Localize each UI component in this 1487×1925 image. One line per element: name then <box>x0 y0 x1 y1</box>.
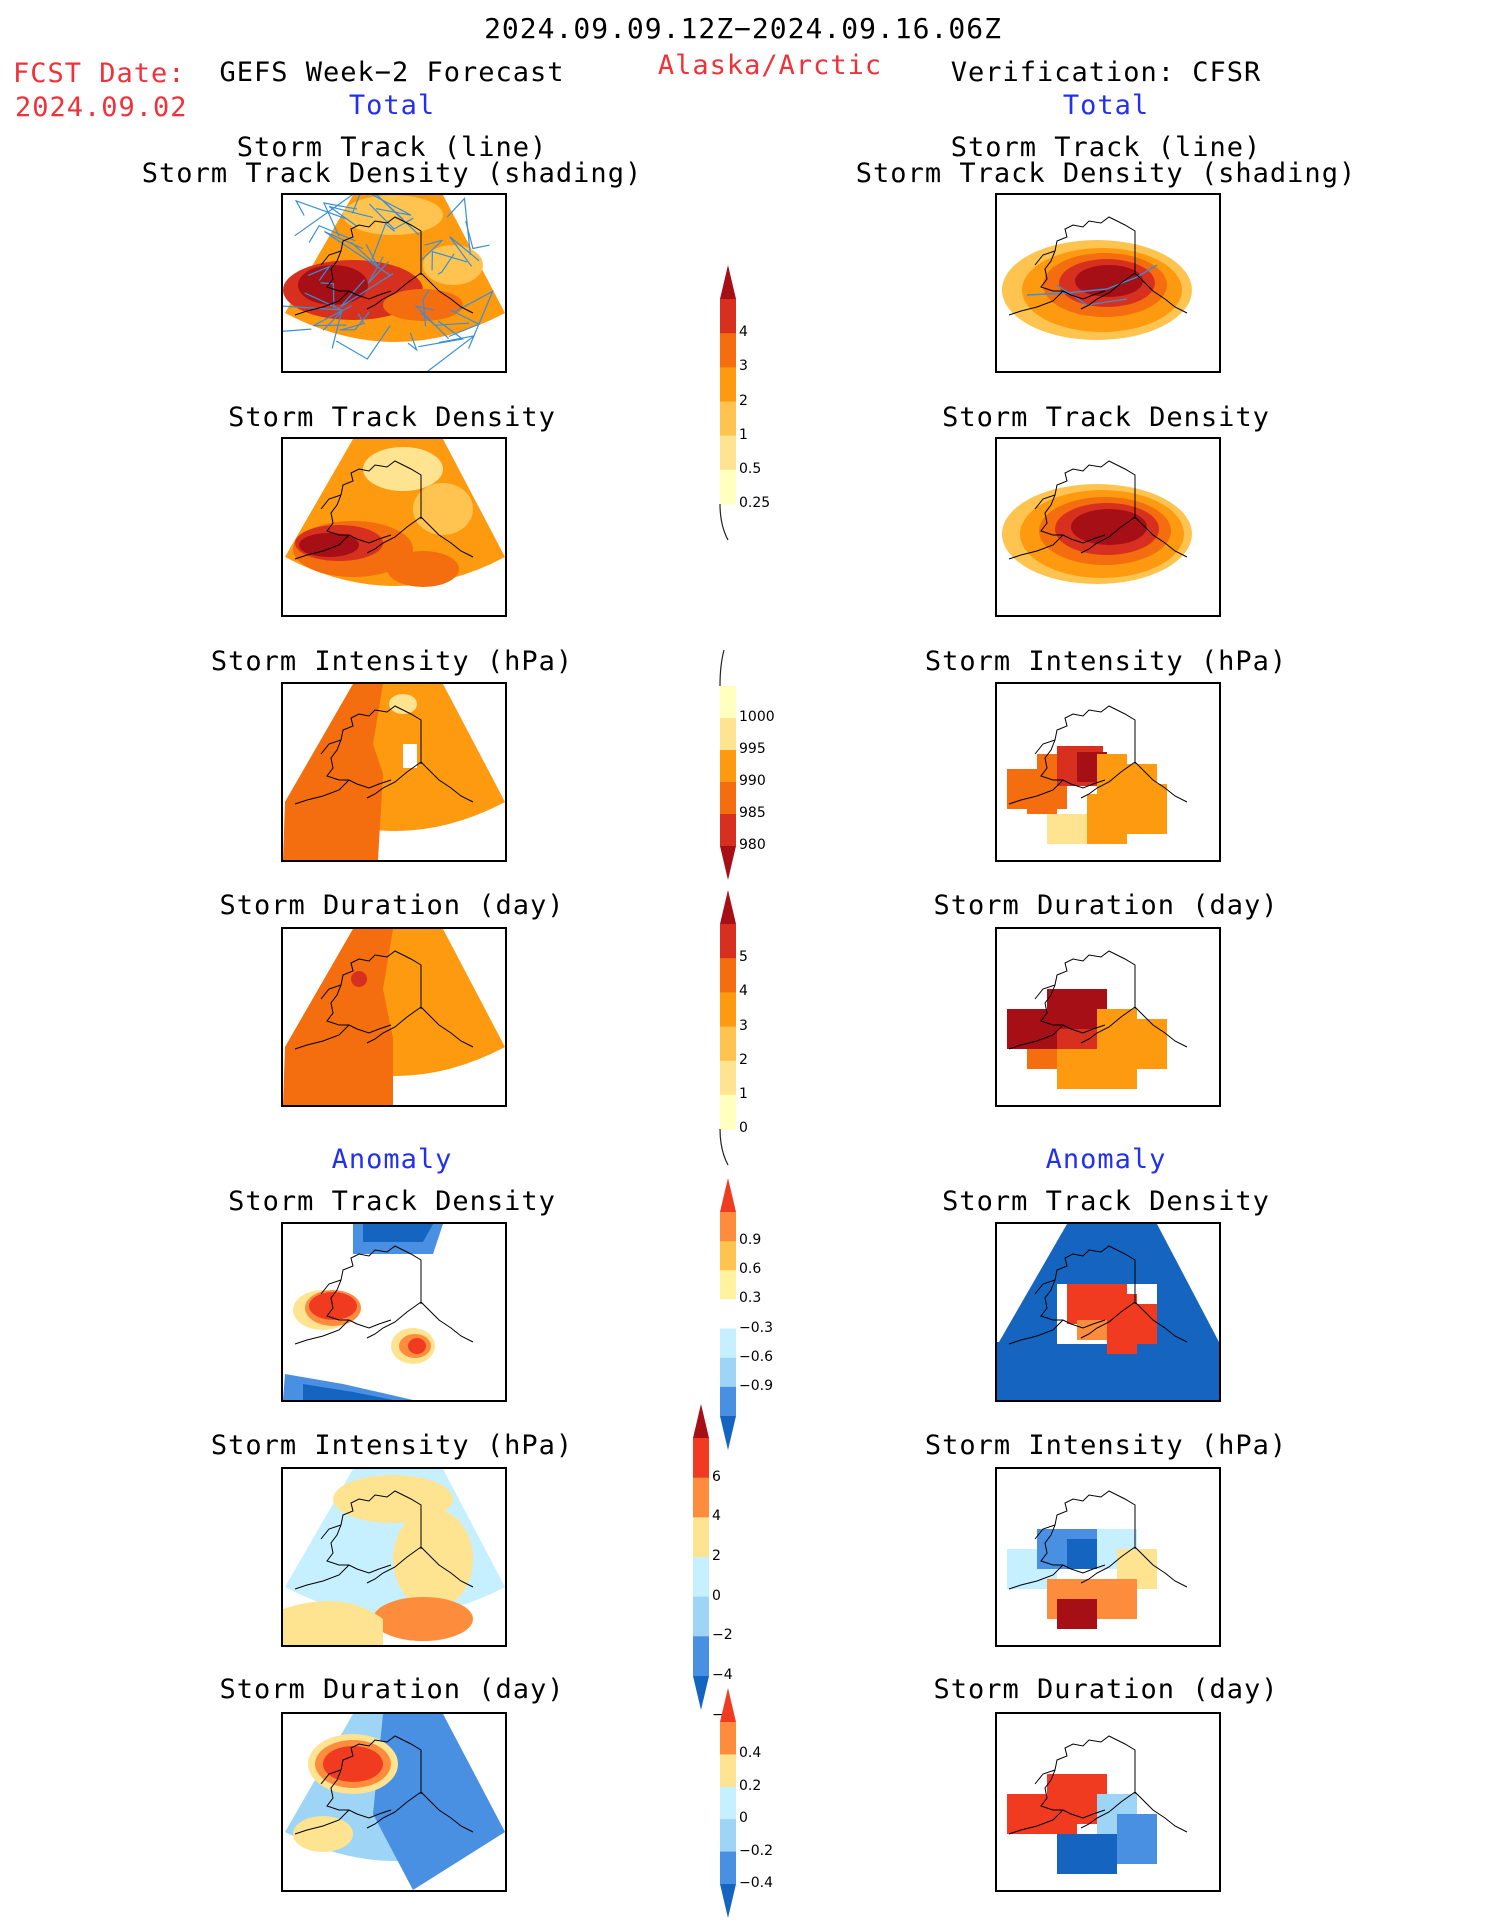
row3-title-right: Storm Intensity (hPa) <box>925 646 1287 677</box>
colorbar-tick-label: 0.3 <box>739 1290 761 1306</box>
forecast-title: GEFS Week−2 Forecast <box>219 57 564 88</box>
verification-title: Verification: CFSR <box>951 57 1262 88</box>
colorbar-tick-label: 985 <box>739 805 766 821</box>
map-obs-track <box>995 193 1221 373</box>
colorbar-tick-label: 0.6 <box>739 1261 761 1277</box>
colorbar-tick-label: 0 <box>739 1810 748 1826</box>
colorbar-tick-label: −2 <box>712 1627 733 1643</box>
colorbar-tick-label: −0.2 <box>739 1843 773 1859</box>
colorbar-tick-label: 995 <box>739 741 766 757</box>
colorbar-tick-label: 0.25 <box>739 495 770 511</box>
row7-title-right: Storm Duration (day) <box>933 1674 1278 1705</box>
map-fc-intensity <box>281 682 507 862</box>
colorbar-tick-label: 1 <box>739 1086 748 1102</box>
colorbar-tick-label: −0.4 <box>739 1875 773 1891</box>
colorbar-tick-label: −0.3 <box>739 1320 773 1336</box>
row7-title-left: Storm Duration (day) <box>219 1674 564 1705</box>
colorbar-tick-label: 3 <box>739 1018 748 1034</box>
row4-title-left: Storm Duration (day) <box>219 890 564 921</box>
map-fc-anom-duration <box>281 1712 507 1892</box>
colorbar-tick-label: 2 <box>712 1548 721 1564</box>
anomaly-label-right: Anomaly <box>1046 1144 1167 1175</box>
colorbar-tick-label: −4 <box>712 1667 733 1683</box>
map-obs-duration <box>995 927 1221 1107</box>
row2-title-left: Storm Track Density <box>228 402 556 433</box>
colorbar-tick-label: 0.5 <box>739 461 761 477</box>
fcst-date-value: 2024.09.02 <box>15 92 188 123</box>
row3-title-left: Storm Intensity (hPa) <box>211 646 573 677</box>
region-title: Alaska/Arctic <box>658 50 882 81</box>
colorbar-tick-label: −0.9 <box>739 1378 773 1394</box>
colorbar-tick-label: 2 <box>739 1052 748 1068</box>
fcst-date-label: FCST Date: <box>13 58 186 89</box>
colorbar-tick-label: 6 <box>712 1469 721 1485</box>
row2-title-right: Storm Track Density <box>942 402 1270 433</box>
colorbar-tick-label: 1 <box>739 427 748 443</box>
colorbar-tick-label: 4 <box>712 1508 721 1524</box>
colorbar-tick-label: 3 <box>739 358 748 374</box>
map-obs-anom-intensity <box>995 1467 1221 1647</box>
map-fc-density <box>281 437 507 617</box>
map-fc-track <box>281 193 507 373</box>
row5-title-right: Storm Track Density <box>942 1186 1270 1217</box>
map-fc-anom-density <box>281 1222 507 1402</box>
colorbar-tick-label: −0.6 <box>739 1349 773 1365</box>
map-obs-density <box>995 437 1221 617</box>
row6-title-left: Storm Intensity (hPa) <box>211 1430 573 1461</box>
map-obs-anom-duration <box>995 1712 1221 1892</box>
map-fc-duration <box>281 927 507 1107</box>
row4-title-right: Storm Duration (day) <box>933 890 1278 921</box>
colorbar-tick-label: 0 <box>739 1120 748 1136</box>
map-obs-anom-density <box>995 1222 1221 1402</box>
colorbar-tick-label: 990 <box>739 773 766 789</box>
colorbar-tick-label: 0 <box>712 1588 721 1604</box>
row1-title-line2-right: Storm Track Density (shading) <box>856 158 1356 189</box>
row6-title-right: Storm Intensity (hPa) <box>925 1430 1287 1461</box>
colorbar-tick-label: 0.4 <box>739 1745 761 1761</box>
colorbar-tick-label: 4 <box>739 983 748 999</box>
colorbar-tick-label: 0.9 <box>739 1232 761 1248</box>
colorbar-tick-label: 5 <box>739 949 748 965</box>
colorbar-tick-label: 0.2 <box>739 1778 761 1794</box>
colorbar-tick-label: 1000 <box>739 709 775 725</box>
map-obs-intensity <box>995 682 1221 862</box>
period-title: 2024.09.09.12Z−2024.09.16.06Z <box>484 12 1002 45</box>
colorbar-tick-label: 4 <box>739 324 748 340</box>
colorbar-tick-label: 980 <box>739 837 766 853</box>
total-label-left: Total <box>349 90 435 121</box>
row1-title-line2-left: Storm Track Density (shading) <box>142 158 642 189</box>
colorbar-tick-label: 2 <box>739 393 748 409</box>
map-fc-anom-intensity <box>281 1467 507 1647</box>
anomaly-label-left: Anomaly <box>332 1144 453 1175</box>
row5-title-left: Storm Track Density <box>228 1186 556 1217</box>
total-label-right: Total <box>1063 90 1149 121</box>
